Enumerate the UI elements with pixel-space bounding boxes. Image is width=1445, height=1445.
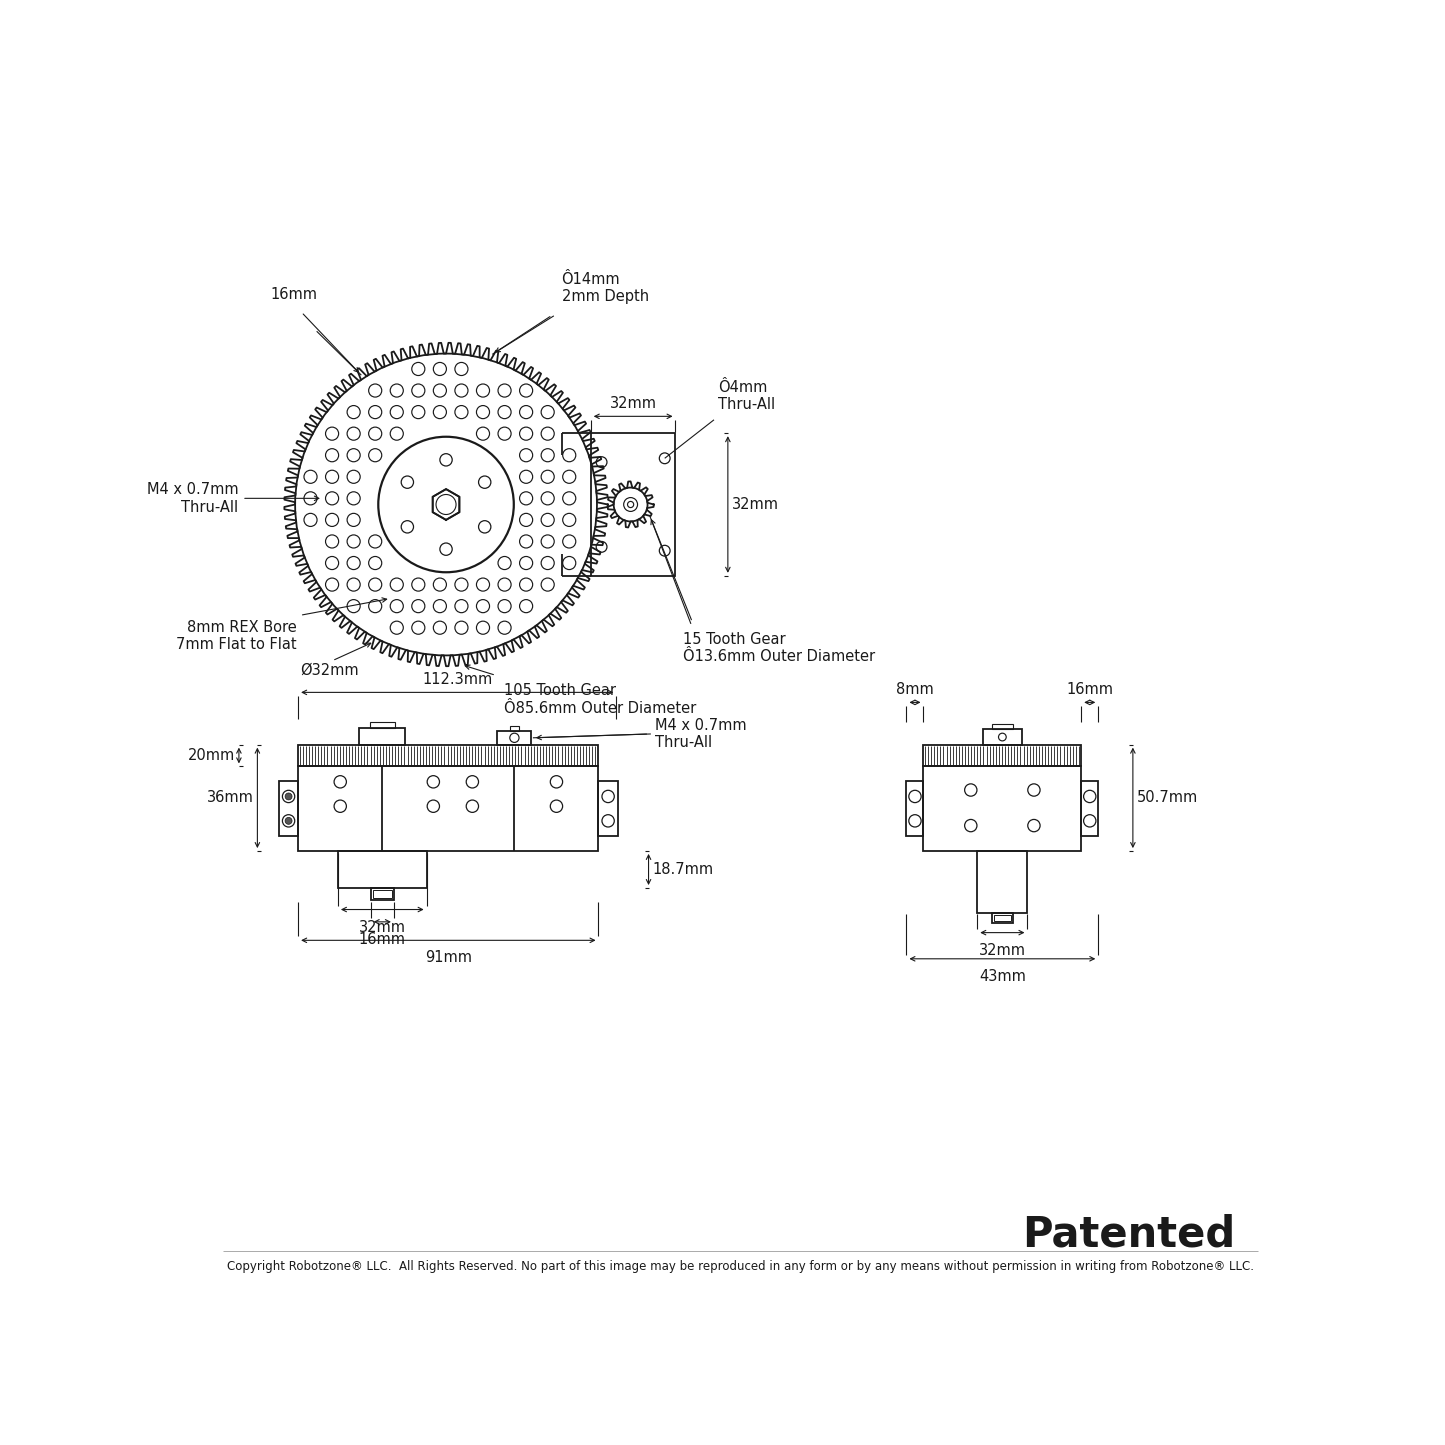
Bar bbox=[983, 730, 1022, 744]
Bar bbox=[338, 851, 426, 889]
Text: Ø32mm: Ø32mm bbox=[301, 663, 358, 678]
Bar bbox=[371, 889, 394, 900]
Text: Copyright Robotzone® LLC.  All Rights Reserved. No part of this image may be rep: Copyright Robotzone® LLC. All Rights Res… bbox=[227, 1260, 1254, 1273]
Bar bbox=[991, 913, 1013, 923]
Bar bbox=[370, 721, 394, 728]
Bar bbox=[360, 728, 406, 744]
Text: M4 x 0.7mm
Thru-All: M4 x 0.7mm Thru-All bbox=[655, 718, 746, 750]
Bar bbox=[298, 744, 598, 766]
Bar bbox=[373, 890, 392, 897]
Text: Patented: Patented bbox=[1022, 1214, 1235, 1256]
Text: 32mm: 32mm bbox=[731, 497, 779, 512]
Text: 16mm: 16mm bbox=[270, 288, 316, 302]
Bar bbox=[279, 780, 298, 837]
Text: 16mm: 16mm bbox=[358, 932, 406, 946]
Text: 15 Tooth Gear
Ô13.6mm Outer Diameter: 15 Tooth Gear Ô13.6mm Outer Diameter bbox=[683, 631, 876, 663]
Text: 8mm REX Bore
7mm Flat to Flat: 8mm REX Bore 7mm Flat to Flat bbox=[176, 620, 296, 652]
Text: 105 Tooth Gear
Ô85.6mm Outer Diameter: 105 Tooth Gear Ô85.6mm Outer Diameter bbox=[504, 683, 696, 715]
Text: 112.3mm: 112.3mm bbox=[422, 672, 493, 686]
Circle shape bbox=[285, 793, 292, 801]
Circle shape bbox=[285, 818, 292, 824]
Text: M4 x 0.7mm
Thru-All: M4 x 0.7mm Thru-All bbox=[146, 483, 238, 514]
Bar bbox=[591, 434, 675, 575]
Text: 32mm: 32mm bbox=[978, 942, 1026, 958]
Text: 36mm: 36mm bbox=[207, 790, 253, 805]
Polygon shape bbox=[432, 488, 460, 520]
Bar bbox=[906, 780, 923, 837]
Bar bbox=[994, 915, 1012, 920]
Text: Ô14mm
2mm Depth: Ô14mm 2mm Depth bbox=[562, 272, 649, 305]
Bar bbox=[977, 851, 1027, 913]
Text: 50.7mm: 50.7mm bbox=[1137, 790, 1198, 805]
Text: 32mm: 32mm bbox=[610, 396, 656, 410]
Text: 20mm: 20mm bbox=[188, 749, 236, 763]
Bar bbox=[923, 744, 1081, 766]
Text: Ô4mm
Thru-All: Ô4mm Thru-All bbox=[718, 380, 775, 412]
Bar bbox=[923, 766, 1081, 851]
Bar bbox=[298, 766, 598, 851]
Text: 32mm: 32mm bbox=[358, 919, 406, 935]
Bar bbox=[598, 780, 618, 837]
Bar bbox=[991, 724, 1013, 730]
Text: 91mm: 91mm bbox=[425, 951, 473, 965]
Bar bbox=[497, 731, 532, 744]
Bar bbox=[1081, 780, 1098, 837]
Text: 43mm: 43mm bbox=[978, 968, 1026, 984]
Text: 16mm: 16mm bbox=[1066, 682, 1113, 696]
Bar bbox=[510, 727, 519, 731]
Text: 8mm: 8mm bbox=[896, 682, 933, 696]
Text: 18.7mm: 18.7mm bbox=[652, 863, 714, 877]
